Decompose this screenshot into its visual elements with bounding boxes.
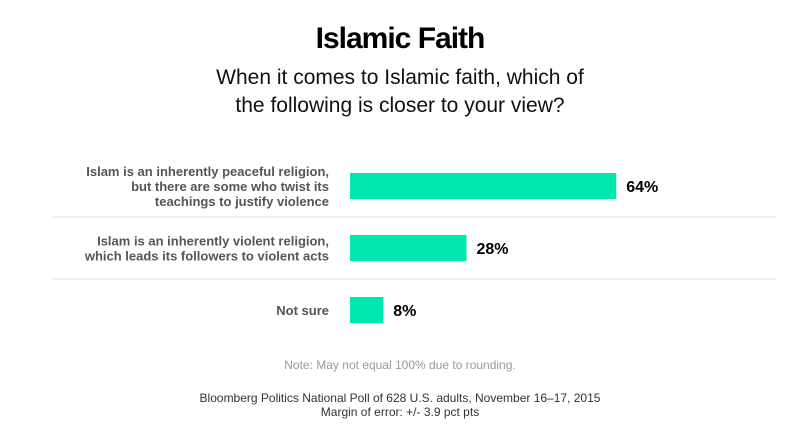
category-label-line: Islam is an inherently peaceful religion…: [86, 164, 329, 179]
chart-subtitle: When it comes to Islamic faith, which of…: [150, 64, 650, 120]
bar: [350, 235, 467, 261]
source-line-1: Bloomberg Politics National Poll of 628 …: [199, 391, 601, 405]
category-label-line: teachings to justify violence: [155, 194, 329, 209]
bar: [350, 173, 617, 199]
value-label: 28%: [476, 241, 508, 258]
category-label-line: but there are some who twist its: [131, 179, 329, 194]
category-label-line: which leads its followers to violent act…: [84, 249, 329, 264]
subtitle-line-1: When it comes to Islamic faith, which of: [216, 66, 584, 89]
bar-chart: Islam is an inherently peaceful religion…: [52, 164, 776, 323]
category-label-line: Islam is an inherently violent religion,: [97, 234, 329, 249]
source-line-2: Margin of error: +/- 3.9 pct pts: [320, 405, 480, 419]
value-label: 8%: [393, 303, 416, 320]
category-label: Islam is an inherently peaceful religion…: [86, 164, 329, 209]
category-label: Not sure: [276, 303, 329, 318]
category-label-line: Not sure: [276, 303, 329, 318]
chart-source: Bloomberg Politics National Poll of 628 …: [0, 391, 800, 419]
chart-title: Islamic Faith: [315, 22, 486, 55]
subtitle-line-2: the following is closer to your view?: [235, 94, 565, 117]
chart-note: Note: May not equal 100% due to rounding…: [284, 358, 516, 372]
category-label: Islam is an inherently violent religion,…: [84, 234, 329, 264]
bar: [350, 297, 384, 323]
value-label: 64%: [626, 179, 658, 196]
